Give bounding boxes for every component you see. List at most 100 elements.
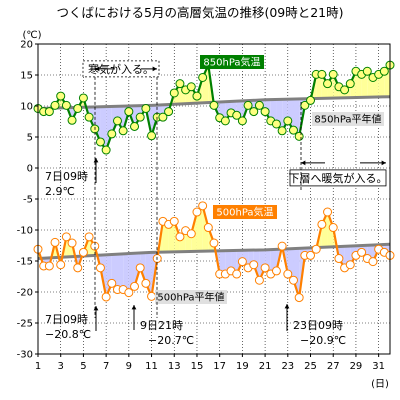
annotation-box [82, 60, 160, 78]
data-point [84, 112, 94, 122]
data-point [130, 281, 140, 291]
data-point [73, 263, 83, 273]
data-point [232, 110, 242, 120]
data-point [118, 126, 128, 136]
range-arrow-right-head [152, 66, 157, 72]
data-point [124, 288, 134, 298]
data-point [362, 66, 372, 76]
normal-line [37, 242, 391, 261]
data-point [95, 137, 105, 147]
annotation-box [289, 169, 387, 187]
y-tick-label: 15 [20, 71, 33, 82]
data-point [323, 79, 333, 89]
below-normal-fill [123, 253, 129, 293]
data-point [175, 232, 185, 242]
data-point [158, 112, 168, 122]
data-point [67, 238, 77, 248]
data-point [254, 100, 264, 110]
x-tick-label: 27 [327, 361, 340, 372]
data-point [271, 266, 281, 276]
pointer-arrow-head [284, 304, 290, 309]
data-point [260, 263, 270, 273]
annotation-text: 2.9℃ [45, 185, 75, 198]
data-point [61, 100, 71, 110]
annotation-text: 23日09時 [293, 319, 343, 332]
x-tick-label: 13 [168, 361, 181, 372]
data-point [198, 72, 208, 82]
data-point [317, 69, 327, 79]
y-tick-label: -20 [17, 288, 33, 299]
legend-box [155, 290, 227, 304]
data-point [209, 238, 219, 248]
data-point [95, 263, 105, 273]
data-point [56, 260, 66, 270]
data-point [328, 223, 338, 233]
data-point [306, 250, 316, 260]
data-point [288, 275, 298, 285]
data-point [141, 103, 151, 113]
data-point [186, 229, 196, 239]
data-point [107, 278, 117, 288]
data-point [232, 269, 242, 279]
data-point [203, 223, 213, 233]
data-point [379, 66, 389, 76]
legend-label: 850hPa平年値 [314, 113, 381, 126]
x-tick-label: 11 [145, 361, 158, 372]
annotation-text: 寒気が入る。 [88, 62, 154, 76]
legend-label: 850hPa気温 [203, 56, 260, 69]
data-point [186, 82, 196, 92]
annotation-text: −20.9℃ [300, 334, 346, 347]
data-point [294, 293, 304, 303]
data-point [294, 131, 304, 141]
data-point [101, 145, 111, 155]
data-point [61, 232, 71, 242]
legend-label: 500hPa平年値 [157, 291, 224, 304]
y-tick-label: -5 [23, 195, 33, 206]
data-point [101, 292, 111, 302]
annotation-text: 9日21時 [140, 319, 183, 332]
y-tick-label: -10 [17, 226, 33, 237]
data-point [169, 216, 179, 226]
data-point [78, 247, 88, 257]
data-point [334, 254, 344, 264]
data-point [277, 126, 287, 136]
y-tick-label: -30 [17, 350, 33, 361]
x-tick-label: 29 [350, 361, 363, 372]
chart-title: つくばにおける5月の高層気温の推移(09時と21時) [56, 5, 343, 20]
below-normal-fill [117, 253, 124, 290]
data-point [306, 95, 316, 105]
x-tick-label: 15 [191, 361, 204, 372]
range-arrow-left-head [95, 66, 100, 72]
data-point [243, 100, 253, 110]
legend-label: 500hPa気温 [216, 206, 273, 219]
x-tick-label: 7 [103, 361, 109, 372]
y-tick-label: -15 [17, 257, 33, 268]
data-point [271, 119, 281, 129]
data-point [317, 219, 327, 229]
data-point [107, 129, 117, 139]
annotations: 寒気が入る。下層へ暖気が入る。 7日09時 2.9℃ 7日09時 −20.8℃ 9日21時… [45, 60, 388, 347]
data-point [249, 260, 259, 270]
y-tick-label: 0 [27, 164, 33, 175]
data-point [44, 261, 54, 271]
data-point [73, 103, 83, 113]
data-point [112, 116, 122, 126]
legend-box [200, 55, 264, 69]
data-point [124, 107, 134, 117]
above-normal-fill [316, 74, 322, 99]
x-axis-unit: (日) [371, 379, 389, 390]
x-tick-label: 3 [58, 361, 64, 372]
data-point [78, 93, 88, 103]
data-point [135, 263, 145, 273]
data-point [192, 207, 202, 217]
data-point [84, 232, 94, 242]
x-tick-label: 21 [259, 361, 272, 372]
data-point [283, 116, 293, 126]
x-tick-label: 31 [372, 361, 385, 372]
below-normal-fill [219, 250, 226, 275]
data-point [56, 91, 66, 101]
annotation-text: 下層へ暖気が入る。 [289, 171, 388, 185]
data-point [328, 69, 338, 79]
